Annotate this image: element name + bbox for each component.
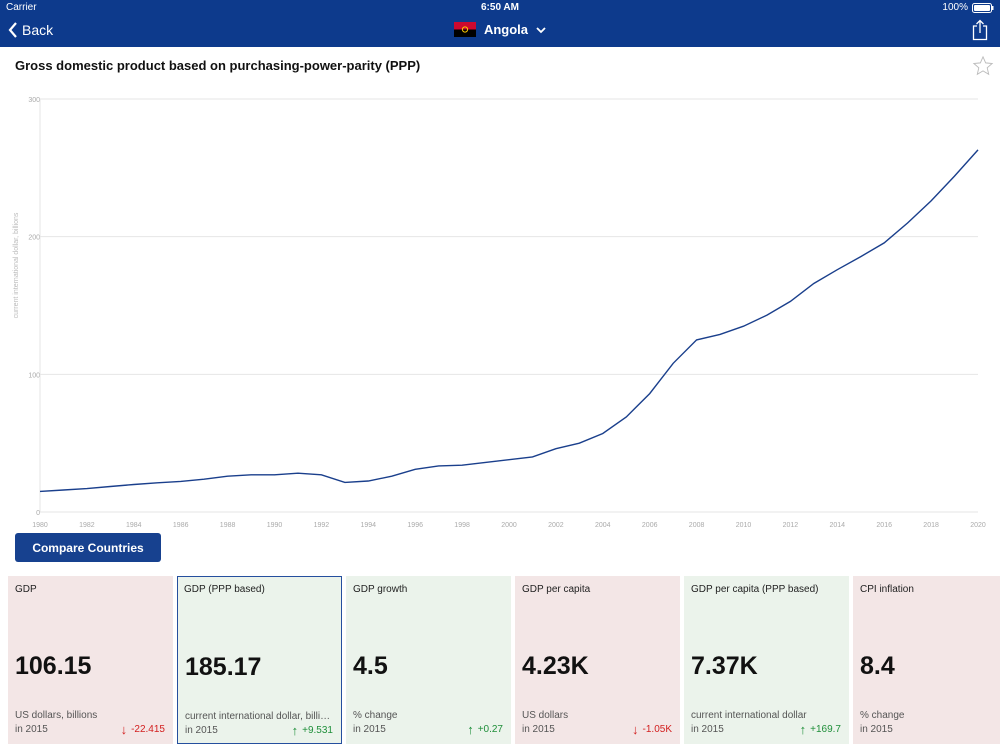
battery-indicator: 100% [942,2,994,13]
arrow-up-icon: ↑ [467,722,474,737]
x-tick-label: 2014 [830,522,846,529]
chart-title: Gross domestic product based on purchasi… [15,58,421,73]
x-tick-label: 1996 [407,522,423,529]
card-unit: US dollars [522,710,569,721]
gdp-ppp-series-line [39,149,979,493]
card-change: ↓ -1.05K [632,722,672,737]
x-tick-label: 1994 [361,522,377,529]
y-axis-label: current international dollar, billions [13,212,20,318]
card-unit: US dollars, billions [15,710,98,721]
card-change-value: +0.27 [477,724,503,735]
x-tick-label: 2004 [595,522,611,529]
indicator-card[interactable]: GDP per capita 4.23K US dollars in 2015 ↓ -1.… [515,576,680,744]
card-change-value: -22.415 [131,724,165,735]
country-name: Angola [483,22,529,37]
card-title: GDP (PPP based) [184,584,265,595]
card-change-value: +9.531 [302,725,333,736]
favorite-button[interactable] [972,55,994,82]
arrow-down-icon: ↓ [632,722,639,737]
card-title: GDP per capita (PPP based) [691,584,819,595]
x-tick-label: 1998 [454,522,470,529]
angola-flag-icon [453,22,476,37]
share-button[interactable] [972,19,988,46]
x-tick-label: 1990 [267,522,283,529]
card-title: CPI inflation [860,584,914,595]
status-time: 6:50 AM [481,2,519,13]
battery-percent: 100% [942,2,968,13]
card-unit: current international dollar [691,710,807,721]
x-tick-label: 2012 [783,522,799,529]
y-tick-label: 100 [28,372,40,379]
card-value: 4.23K [522,652,589,680]
y-tick-label: 0 [36,510,40,517]
card-unit: % change [353,710,398,721]
card-value: 7.37K [691,652,758,680]
card-change-value: -1.05K [642,724,672,735]
card-value: 106.15 [15,652,92,680]
indicator-card[interactable]: GDP 106.15 US dollars, billions in 2015 ↓ -22… [8,576,173,744]
card-year: in 2015 [353,724,386,735]
indicator-card[interactable]: GDP per capita (PPP based) 7.37K current i… [684,576,849,744]
card-year: in 2015 [185,725,218,736]
gdp-line-chart: 0 100 200 300 1980 1982 1984 1986 1988 1990 1992 19… [13,97,986,529]
x-tick-label: 1980 [32,522,48,529]
y-tick-label: 300 [28,97,40,104]
share-icon [972,19,988,41]
card-unit: % change [860,710,905,721]
indicator-card[interactable]: GDP (PPP based) 185.17 current internation… [177,576,342,744]
card-value: 185.17 [185,653,262,681]
x-tick-label: 2010 [736,522,752,529]
arrow-down-icon: ↓ [120,722,128,737]
indicator-cards: GDP 106.15 US dollars, billions in 2015 ↓ -22… [8,576,1000,744]
card-year: in 2015 [522,724,555,735]
card-year: in 2015 [691,724,724,735]
card-change: ↓ -22.415 [121,722,165,737]
x-tick-label: 2016 [876,522,892,529]
back-label: Back [22,22,54,38]
x-tick-label: 1988 [220,522,236,529]
chevron-down-icon [536,26,546,33]
card-year: in 2015 [860,724,893,735]
star-icon [972,55,994,76]
chevron-left-icon [8,22,17,38]
back-button[interactable]: Back [8,22,53,38]
nav-bar: Back Angola [0,16,1000,47]
card-title: GDP growth [353,584,408,595]
card-change: ↑ +169.7 [800,722,841,737]
card-change: ↑ +0.27 [467,722,503,737]
x-tick-label: 2020 [970,522,986,529]
card-value: 4.5 [353,652,388,680]
x-tick-label: 2018 [923,522,939,529]
status-bar: Carrier 6:50 AM 100% [0,0,1000,16]
x-tick-label: 1982 [79,522,95,529]
country-selector[interactable]: Angola [0,22,1000,37]
x-tick-label: 1986 [173,522,189,529]
card-change: ↑ +9.531 [292,723,333,738]
x-tick-label: 1984 [126,522,142,529]
card-title: GDP per capita [522,584,591,595]
arrow-up-icon: ↑ [291,723,299,738]
card-year: in 2015 [15,724,48,735]
x-tick-label: 2002 [548,522,564,529]
indicator-card[interactable]: GDP growth 4.5 % change in 2015 ↑ +0.27 [346,576,511,744]
battery-icon [972,2,994,13]
x-tick-label: 2000 [501,522,517,529]
card-change-value: +169.7 [810,724,841,735]
x-tick-label: 2006 [642,522,658,529]
arrow-up-icon: ↑ [799,722,807,737]
x-tick-label: 2008 [689,522,705,529]
card-value: 8.4 [860,652,895,680]
carrier-label: Carrier [6,2,37,13]
card-unit: current international dollar, billions [185,711,335,722]
y-tick-label: 200 [28,235,40,242]
card-title: GDP [15,584,37,595]
x-tick-label: 1992 [314,522,330,529]
compare-countries-button[interactable]: Compare Countries [15,533,161,562]
